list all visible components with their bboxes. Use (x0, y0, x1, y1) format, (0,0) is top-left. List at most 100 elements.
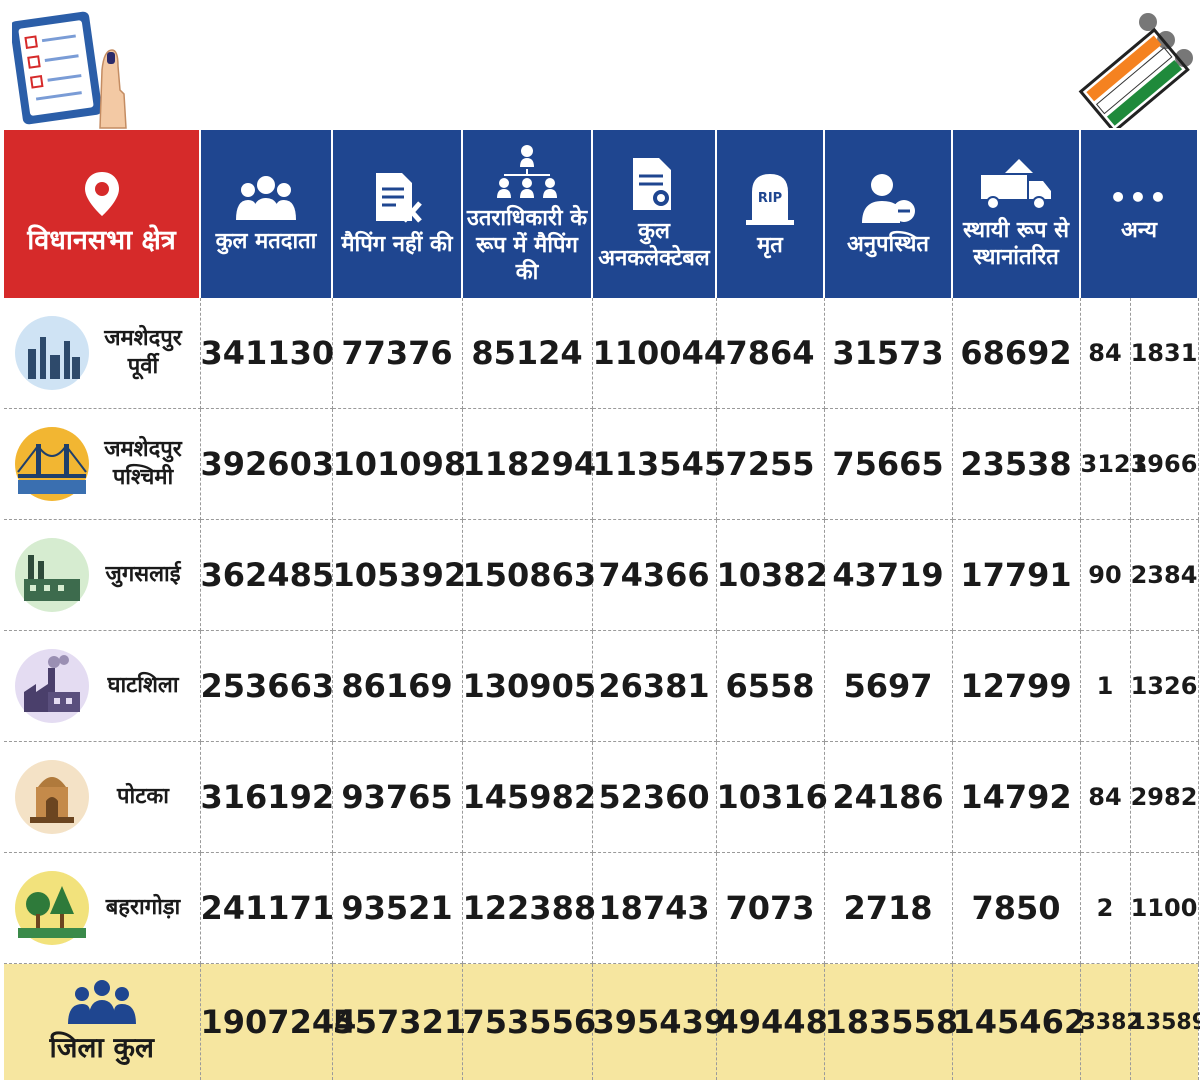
table-cell: 93521 (332, 853, 462, 964)
table-cell: 86169 (332, 631, 462, 742)
constituency-cell: पोटका (4, 742, 200, 853)
table-cell: 74366 (592, 520, 716, 631)
total-value: 3382 (1080, 964, 1130, 1080)
moving-truck-icon (977, 157, 1055, 211)
ellipsis-icon: ••• (1081, 184, 1197, 211)
user-minus-icon (858, 171, 918, 225)
table-cell: 241171 (200, 853, 332, 964)
header-constituency: विधानसभा क्षेत्र (4, 130, 200, 298)
table-cell: 101098 (332, 409, 462, 520)
total-value: 1907244 (200, 964, 332, 1080)
table-cell: 3121 (1080, 409, 1130, 520)
table-cell: 77376 (332, 298, 462, 409)
table-cell: 68692 (952, 298, 1080, 409)
constituency-name: जुगसलाई (98, 561, 188, 589)
trees-icon (14, 870, 90, 946)
header-permanently-shifted: स्थायी रूप से स्थानांतरित (952, 130, 1080, 298)
table-cell: 84 (1080, 742, 1130, 853)
header-absent-label: अनुपस्थित (847, 232, 929, 257)
table-cell: 84 (1080, 298, 1130, 409)
header-mapped-successor-label: उतराधिकारी के रूप में मैपिंग की (467, 206, 587, 285)
table-cell: 85124 (462, 298, 592, 409)
total-value: 183558 (824, 964, 952, 1080)
table-cell: 341130 (200, 298, 332, 409)
constituency-name: बहरागोड़ा (98, 894, 188, 922)
table-cell: 24186 (824, 742, 952, 853)
header-uncollectable-label: कुल अनकलेक्टेबल (598, 219, 709, 271)
total-value: 13589 (1130, 964, 1198, 1080)
document-cross-icon (370, 171, 424, 225)
constituency-cell: जमशेदपुर पूर्वी (4, 298, 200, 409)
header-others-label: अन्य (1121, 218, 1157, 243)
table-cell: 52360 (592, 742, 716, 853)
header-constituency-label: विधानसभा क्षेत्र (27, 225, 175, 256)
table-cell: 90 (1080, 520, 1130, 631)
table-cell: 23538 (952, 409, 1080, 520)
checklist-hand-icon (12, 10, 128, 130)
table-cell: 253663 (200, 631, 332, 742)
table-cell: 31573 (824, 298, 952, 409)
header-permanently-shifted-label: स्थायी रूप से स्थानांतरित (963, 218, 1069, 270)
table-cell: 6558 (716, 631, 824, 742)
header-not-mapped: मैपिंग नहीं की (332, 130, 462, 298)
header-dead: RIP मृत (716, 130, 824, 298)
header-row: विधानसभा क्षेत्र कुल मतदाता मैपिंग नहीं … (4, 130, 1198, 298)
table-cell: 14792 (952, 742, 1080, 853)
table-cell: 7864 (716, 298, 824, 409)
table-cell: 12799 (952, 631, 1080, 742)
constituency-name: जमशेदपुर पूर्वी (98, 325, 188, 381)
top-banner (0, 0, 1200, 130)
election-commission-logo-icon (1076, 10, 1194, 128)
constituency-cell: बहरागोड़ा (4, 853, 200, 964)
table-cell: 18743 (592, 853, 716, 964)
table-cell: 10316 (716, 742, 824, 853)
table-cell: 392603 (200, 409, 332, 520)
table-cell: 122388 (462, 853, 592, 964)
header-dead-label: मृत (757, 233, 783, 258)
table-cell: 1 (1080, 631, 1130, 742)
table-cell: 118294 (462, 409, 592, 520)
monument-icon (14, 759, 90, 835)
total-label-cell: जिला कुल (4, 964, 200, 1080)
total-label: जिला कुल (4, 1028, 200, 1066)
table-cell: 26381 (592, 631, 716, 742)
table-cell: 1326 (1130, 631, 1198, 742)
group-icon (62, 978, 142, 1026)
constituency-cell: जुगसलाई (4, 520, 200, 631)
table-cell: 1831 (1130, 298, 1198, 409)
table-cell: 17791 (952, 520, 1080, 631)
document-gear-icon (629, 156, 679, 212)
header-total-voters-label: कुल मतदाता (216, 229, 317, 254)
table-cell: 2982 (1130, 742, 1198, 853)
skyline-icon (14, 315, 90, 391)
total-value: 753556 (462, 964, 592, 1080)
constituency-cell: जमशेदपुर पश्चिमी (4, 409, 200, 520)
table-cell: 2718 (824, 853, 952, 964)
header-not-mapped-label: मैपिंग नहीं की (341, 232, 452, 257)
table-cell: 113545 (592, 409, 716, 520)
constituency-cell: घाटशिला (4, 631, 200, 742)
factory-icon (14, 537, 90, 613)
bridge-icon (14, 426, 90, 502)
table-cell: 7850 (952, 853, 1080, 964)
constituency-name: घाटशिला (98, 672, 188, 700)
header-uncollectable: कुल अनकलेक्टेबल (592, 130, 716, 298)
table-cell: 145982 (462, 742, 592, 853)
hierarchy-icon (492, 143, 562, 199)
table-cell: 5697 (824, 631, 952, 742)
table-cell: 7255 (716, 409, 824, 520)
total-row: जिला कुल 1907244 557321 753556 395439 49… (4, 964, 1198, 1080)
table-cell: 1100 (1130, 853, 1198, 964)
header-mapped-successor: उतराधिकारी के रूप में मैपिंग की (462, 130, 592, 298)
total-value: 49448 (716, 964, 824, 1080)
total-value: 145462 (952, 964, 1080, 1080)
table-cell: 93765 (332, 742, 462, 853)
table-cell: 316192 (200, 742, 332, 853)
table-cell: 75665 (824, 409, 952, 520)
table-cell: 150863 (462, 520, 592, 631)
